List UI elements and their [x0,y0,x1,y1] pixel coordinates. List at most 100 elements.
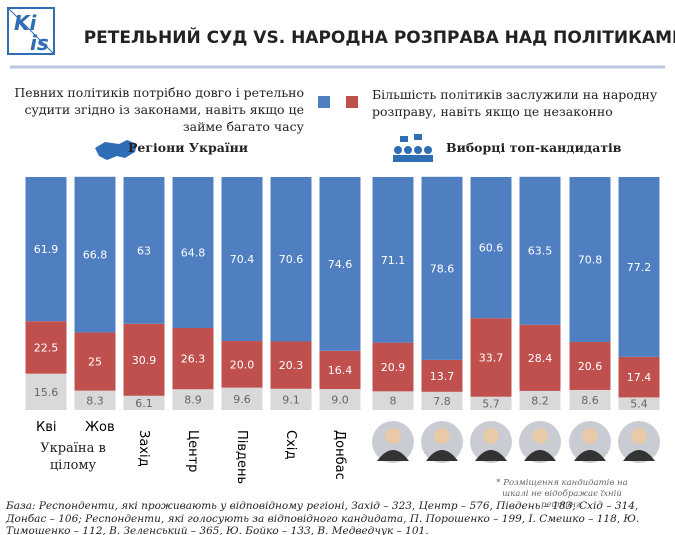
data-label: 16.4 [328,364,353,377]
data-label: 20.3 [279,359,304,372]
x-tick-label: Схід [283,430,298,459]
group-label: Регіони України [128,140,249,155]
candidate-suit [475,450,507,461]
group-label: Україна в цілому [40,441,106,473]
bar-segment [618,397,660,410]
group-label: Виборці топ-кандидатів [446,140,622,155]
x-tick-label: Захід [136,430,151,467]
bar-segment [319,389,361,410]
data-label: 70.4 [230,253,255,266]
data-label: 6.1 [135,397,153,410]
data-label: 5.7 [482,397,500,410]
data-label: 63 [137,244,151,257]
data-label: 33.7 [479,351,504,364]
candidate-suit [426,450,458,461]
data-label: 8.9 [184,394,202,407]
bar-segment [270,388,312,410]
data-label: 63.5 [528,245,553,258]
data-label: 15.6 [34,386,59,399]
chart-title: РЕТЕЛЬНИЙ СУД VS. НАРОДНА РОЗПРАВА НАД П… [84,26,675,48]
bar-segment [172,177,214,328]
data-label: 78.6 [430,262,455,275]
candidate-suit [623,450,655,461]
data-label: 64.8 [181,246,206,259]
data-label: 74.6 [328,258,353,271]
candidate-face [434,428,450,444]
legend-swatch [318,96,330,108]
bar-segment [319,350,361,390]
bar-segment [569,341,611,390]
candidate-face [582,428,598,444]
data-label: 60.6 [479,242,504,255]
x-tick-label: Жов [85,420,115,435]
data-label: 77.2 [627,261,652,274]
legend-label: Більшість політиків заслужили на народну… [372,87,658,119]
bar-segment [172,389,214,410]
candidate-suit [377,450,409,461]
data-label: 8.6 [581,394,599,407]
candidate-face [385,428,401,444]
x-tick-label: Південь [234,430,249,484]
data-label: 8.2 [531,394,549,407]
bar-segment [123,395,165,410]
bar-segment [421,359,463,392]
bar-segment [519,176,561,325]
data-label: 61.9 [34,243,59,256]
bar-segment [519,324,561,391]
data-label: 9.0 [331,394,349,407]
candidate-suit [574,450,606,461]
bar-segment [421,391,463,410]
bar-segment [221,177,263,342]
base-note: База: Респонденти, які проживають у відп… [6,500,640,535]
bar-segment [123,323,165,396]
bar-segment [421,176,463,360]
map-icon [95,140,137,160]
bar-segment [470,396,512,410]
data-label: 13.7 [430,370,455,383]
candidate-face [483,428,499,444]
bar-segment [569,177,611,342]
logo-text: Ki [14,11,37,35]
logo-frame [7,7,55,55]
data-label: 20.6 [578,360,603,373]
bar-segment [618,177,660,357]
data-label: 5.4 [630,398,648,411]
data-label: 70.8 [578,253,603,266]
data-label: 17.4 [627,371,652,384]
data-label: 28.4 [528,352,553,365]
x-tick-label: Центр [185,430,200,472]
bar-segment [270,177,312,342]
data-label: 22.5 [34,341,59,354]
bar-segment [569,389,611,410]
candidate-suit [524,450,556,461]
bar-segment [372,342,414,392]
bar-segment [221,387,263,410]
data-label: 26.3 [181,353,206,366]
logo-diagonal [7,7,55,55]
voters-icon [393,134,433,162]
bar-segment [519,390,561,410]
data-label: 71.1 [381,254,406,267]
data-label: 20.9 [381,361,406,374]
bar-segment [74,176,116,333]
data-label: 9.1 [282,393,300,406]
bar-segment [221,341,263,388]
bar-segment [470,318,512,397]
data-label: 7.8 [433,395,451,408]
bar-segment [74,332,116,391]
bar-segment [74,390,116,410]
bar-segment [25,177,67,322]
data-label: 9.6 [233,393,251,406]
x-tick-label: Кві [36,420,57,435]
data-label: 30.9 [132,354,157,367]
bar-segment [618,356,660,398]
data-label: 8 [390,395,397,408]
data-label: 20.0 [230,358,255,371]
bar-segment [270,341,312,389]
bar-segment [25,321,67,374]
data-label: 8.3 [86,394,104,407]
bar-segment [123,177,165,324]
candidate-face [631,428,647,444]
bar-segment [172,327,214,390]
